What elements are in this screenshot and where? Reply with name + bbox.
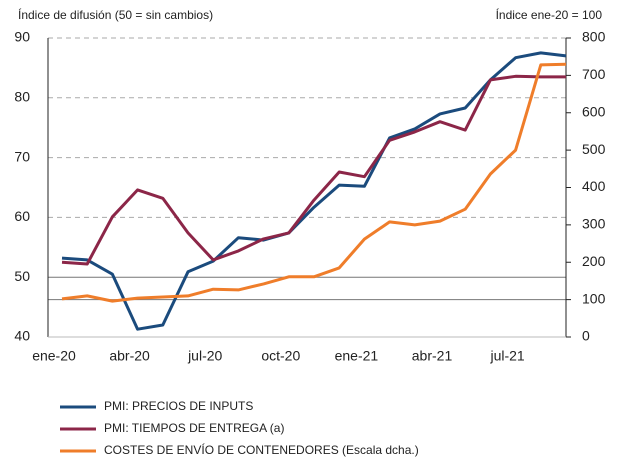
legend-label: PMI: PRECIOS DE INPUTS bbox=[104, 399, 253, 413]
x-tick-label: oct-20 bbox=[261, 348, 300, 364]
x-tick-label: ene-21 bbox=[335, 348, 379, 364]
y2-axis-label: Índice ene-20 = 100 bbox=[496, 7, 603, 22]
y2-tick-label: 500 bbox=[582, 141, 606, 157]
series-line bbox=[61, 74, 566, 266]
legend-label: PMI: TIEMPOS DE ENTREGA (a) bbox=[104, 421, 284, 435]
y2-tick-label: 600 bbox=[582, 103, 606, 119]
x-tick-label: jul-21 bbox=[489, 348, 524, 364]
y2-tick-label: 700 bbox=[582, 66, 606, 82]
series-line bbox=[61, 51, 567, 331]
y-tick-label: 50 bbox=[14, 268, 30, 284]
y2-tick-label: 300 bbox=[582, 216, 606, 232]
x-tick-label: ene-20 bbox=[32, 348, 76, 364]
y2-tick-label: 100 bbox=[582, 290, 606, 306]
legend-label: COSTES DE ENVÍO DE CONTENEDORES (Escala … bbox=[104, 442, 419, 457]
y-tick-label: 40 bbox=[14, 328, 30, 344]
y2-tick-label: 0 bbox=[582, 328, 590, 344]
series-line bbox=[61, 62, 567, 303]
y2-tick-label: 400 bbox=[582, 178, 606, 194]
x-tick-label: jul-20 bbox=[187, 348, 222, 364]
x-tick-label: abr-20 bbox=[109, 348, 150, 364]
y2-tick-label: 800 bbox=[582, 29, 606, 45]
y-tick-label: 70 bbox=[14, 148, 30, 164]
y-axis-label: Índice de difusión (50 = sin cambios) bbox=[18, 7, 213, 22]
y-tick-label: 90 bbox=[14, 29, 30, 45]
y2-tick-label: 200 bbox=[582, 253, 606, 269]
x-tick-label: abr-21 bbox=[412, 348, 453, 364]
y-tick-label: 60 bbox=[14, 208, 30, 224]
y-tick-label: 80 bbox=[14, 89, 30, 105]
